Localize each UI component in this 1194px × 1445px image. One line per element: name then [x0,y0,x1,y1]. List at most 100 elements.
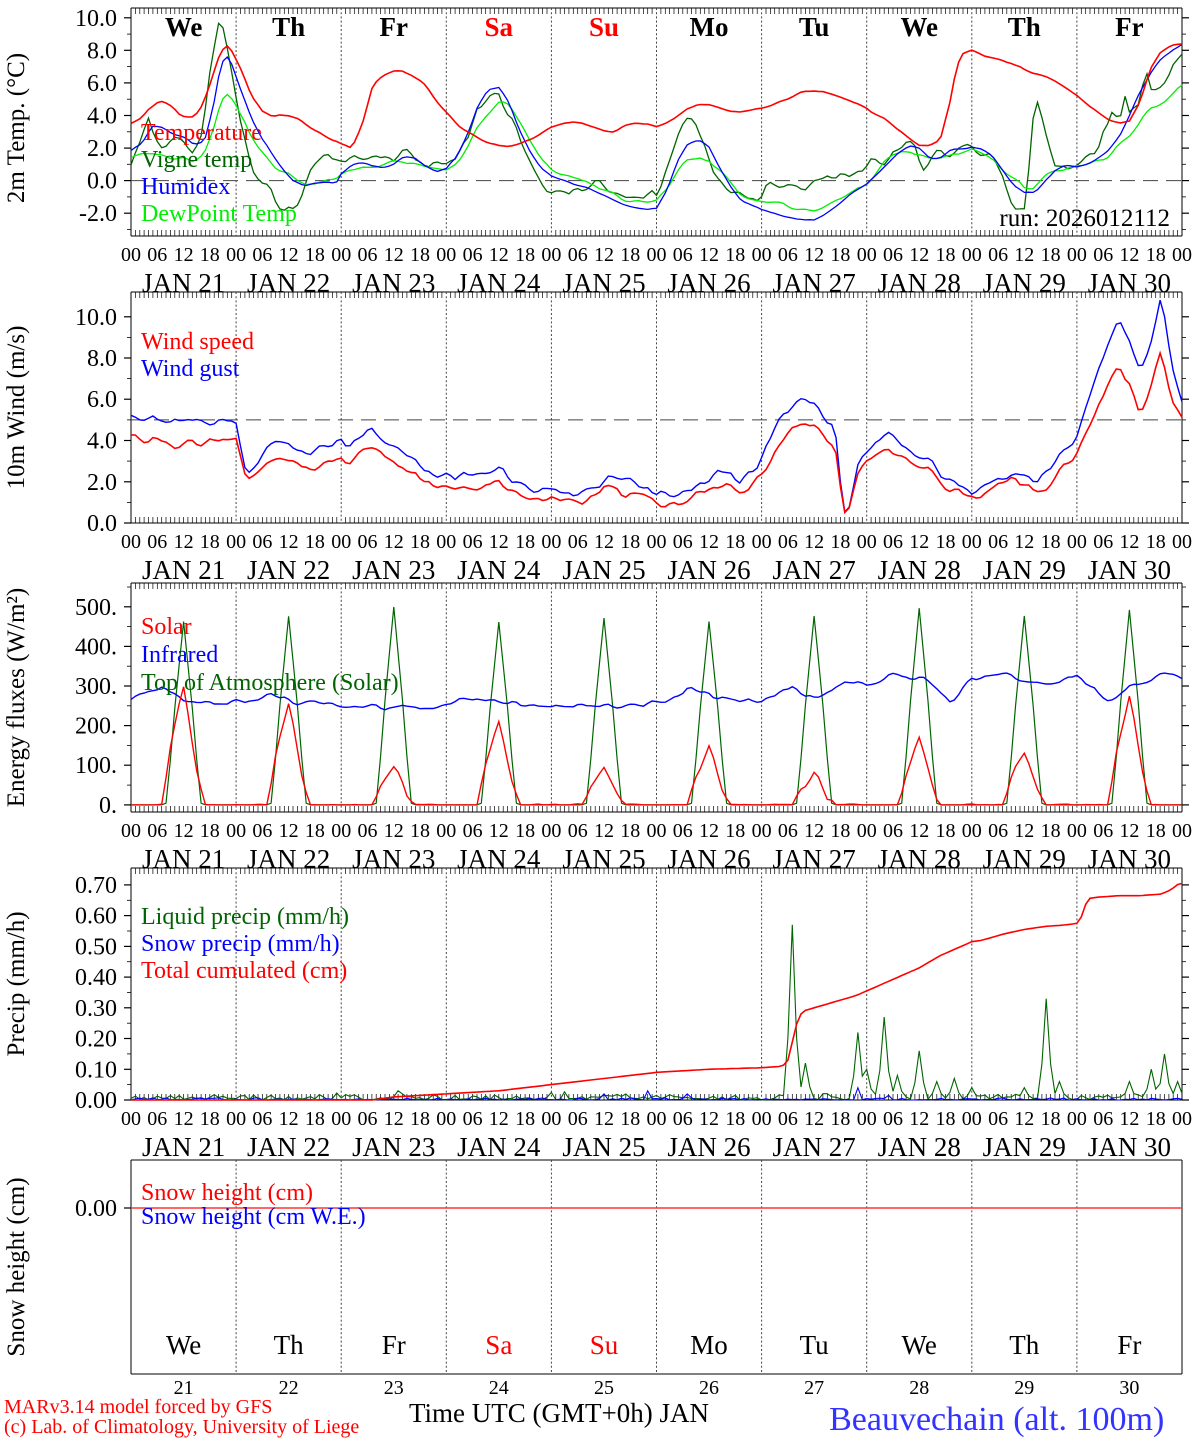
svg-text:12: 12 [1014,531,1034,553]
svg-text:00: 00 [962,531,982,553]
svg-text:Fr: Fr [1115,12,1143,42]
svg-text:00: 00 [962,820,982,842]
svg-text:06: 06 [147,820,167,842]
svg-text:400.: 400. [75,634,117,660]
svg-text:2.0: 2.0 [87,136,117,162]
svg-text:06: 06 [988,244,1008,266]
svg-text:Tu: Tu [799,12,830,42]
svg-text:27: 27 [804,1377,824,1399]
svg-text:00: 00 [121,1108,141,1130]
svg-text:JAN 29: JAN 29 [983,1132,1066,1162]
svg-text:06: 06 [252,244,272,266]
svg-text:00: 00 [331,820,351,842]
svg-text:12: 12 [699,244,719,266]
svg-text:12: 12 [279,1108,299,1130]
svg-text:Su: Su [590,1330,619,1360]
svg-text:Snow height (cm): Snow height (cm) [141,1180,313,1206]
svg-text:Energy fluxes (W/m²): Energy fluxes (W/m²) [3,588,30,807]
svg-text:Fr: Fr [380,12,408,42]
svg-text:Th: Th [1008,12,1041,42]
svg-text:Snow precip (mm/h): Snow precip (mm/h) [141,931,340,957]
svg-text:18: 18 [1146,1108,1166,1130]
svg-text:12: 12 [279,531,299,553]
svg-text:12: 12 [1119,1108,1139,1130]
svg-text:06: 06 [147,244,167,266]
svg-text:06: 06 [1093,1108,1113,1130]
svg-text:00: 00 [331,244,351,266]
svg-text:0.10: 0.10 [75,1057,117,1083]
svg-text:JAN 22: JAN 22 [247,1132,330,1162]
svg-text:00: 00 [752,1108,772,1130]
svg-text:18: 18 [1146,820,1166,842]
svg-text:18: 18 [410,244,430,266]
svg-text:12: 12 [594,820,614,842]
svg-text:18: 18 [1146,531,1166,553]
svg-text:18: 18 [830,244,850,266]
svg-text:JAN 29: JAN 29 [983,555,1066,585]
svg-text:JAN 21: JAN 21 [142,1132,225,1162]
svg-text:6.0: 6.0 [87,387,117,413]
svg-text:12: 12 [1119,820,1139,842]
svg-text:-2.0: -2.0 [79,201,117,227]
svg-text:18: 18 [305,820,325,842]
svg-text:00: 00 [1067,244,1087,266]
svg-text:Infrared: Infrared [141,642,218,668]
svg-text:00: 00 [226,1108,246,1130]
svg-text:12: 12 [489,531,509,553]
svg-text:12: 12 [804,820,824,842]
svg-text:JAN 25: JAN 25 [562,555,645,585]
svg-text:JAN 28: JAN 28 [878,555,961,585]
svg-text:Su: Su [589,12,619,42]
svg-text:00: 00 [331,531,351,553]
svg-text:12: 12 [594,244,614,266]
svg-text:18: 18 [515,1108,535,1130]
svg-text:Humidex: Humidex [141,174,230,200]
svg-text:06: 06 [883,1108,903,1130]
svg-text:00: 00 [1067,1108,1087,1130]
svg-text:00: 00 [121,820,141,842]
svg-text:00: 00 [1067,531,1087,553]
svg-text:Th: Th [274,1330,304,1360]
svg-text:Sa: Sa [485,12,514,42]
svg-text:06: 06 [463,820,483,842]
svg-text:(c) Lab. of Climatology, Unive: (c) Lab. of Climatology, University of L… [4,1416,359,1438]
svg-text:Beauvechain (alt. 100m): Beauvechain (alt. 100m) [829,1401,1164,1438]
svg-text:Fr: Fr [382,1330,406,1360]
svg-text:18: 18 [1041,244,1061,266]
svg-text:00: 00 [121,244,141,266]
svg-text:Tu: Tu [800,1330,830,1360]
svg-text:00: 00 [647,1108,667,1130]
svg-text:12: 12 [174,531,194,553]
svg-text:Fr: Fr [1117,1330,1141,1360]
svg-text:18: 18 [305,244,325,266]
svg-text:00: 00 [1172,1108,1192,1130]
svg-text:JAN 30: JAN 30 [1088,1132,1171,1162]
svg-text:06: 06 [988,1108,1008,1130]
svg-text:12: 12 [699,820,719,842]
svg-text:12: 12 [1014,1108,1034,1130]
svg-text:8.0: 8.0 [87,346,117,372]
svg-text:Wind gust: Wind gust [141,356,240,382]
svg-text:0.40: 0.40 [75,965,117,991]
svg-text:18: 18 [725,1108,745,1130]
svg-text:06: 06 [778,1108,798,1130]
svg-text:We: We [902,1330,937,1360]
svg-text:18: 18 [936,531,956,553]
svg-text:Snow height (cm W.E.): Snow height (cm W.E.) [141,1204,366,1230]
svg-text:12: 12 [594,1108,614,1130]
svg-text:06: 06 [673,244,693,266]
svg-text:18: 18 [200,1108,220,1130]
svg-text:00: 00 [647,244,667,266]
svg-text:18: 18 [1146,244,1166,266]
svg-text:Precip (mm/h): Precip (mm/h) [3,911,30,1056]
svg-text:18: 18 [620,244,640,266]
svg-text:12: 12 [1014,244,1034,266]
svg-text:10.0: 10.0 [75,305,117,331]
svg-text:06: 06 [463,244,483,266]
svg-text:06: 06 [147,1108,167,1130]
svg-text:00: 00 [857,1108,877,1130]
svg-text:06: 06 [358,531,378,553]
svg-text:12: 12 [384,531,404,553]
svg-text:06: 06 [252,820,272,842]
svg-text:00: 00 [752,531,772,553]
